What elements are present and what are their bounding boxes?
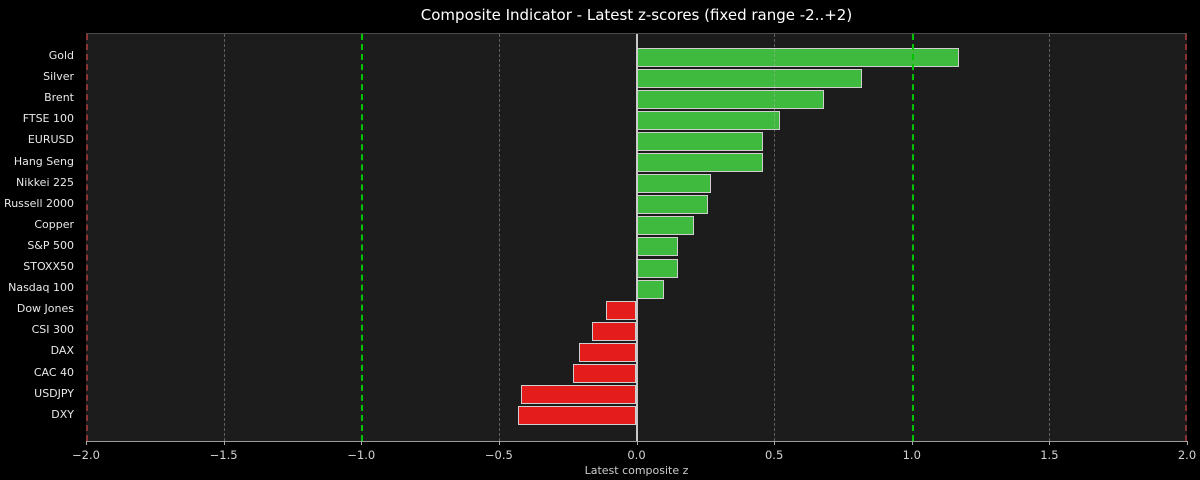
gridline--0.5 — [498, 34, 500, 441]
y-label-nikkei-225: Nikkei 225 — [16, 175, 74, 189]
bar-usdjpy — [520, 385, 637, 405]
y-label-copper: Copper — [34, 217, 74, 231]
bar-copper — [636, 216, 695, 236]
y-label-russell-2000: Russell 2000 — [4, 196, 74, 210]
x-tickmark-1.5 — [1049, 441, 1051, 445]
x-tickmark--0.5 — [498, 441, 500, 445]
y-label-hang-seng: Hang Seng — [13, 154, 74, 168]
y-label-dxy: DXY — [51, 407, 74, 421]
y-label-csi-300: CSI 300 — [31, 323, 74, 337]
x-axis-ticks: −2.0 −1.5 −1.0 −0.5 0.0 0.5 1.0 1.5 2.0 — [72, 440, 1196, 480]
x-tickmark--1 — [361, 441, 363, 445]
bar-cac-40 — [573, 364, 637, 383]
x-ticklabel-0.5: 0.5 — [764, 448, 784, 462]
green-threshold-line-1 — [911, 34, 914, 441]
y-label-nasdaq-100: Nasdaq 100 — [8, 281, 74, 295]
gridline--1.5 — [223, 34, 225, 441]
chart-title: Composite Indicator - Latest z-scores (f… — [420, 6, 853, 24]
y-label-gold: Gold — [48, 49, 74, 62]
red-threshold-line--2 — [86, 34, 88, 441]
x-ticklabel-1: 1.0 — [902, 448, 921, 462]
bar-hang-seng — [636, 153, 764, 172]
y-axis-labels: Gold Silver Brent FTSE 100 EURUSD Hang Seng Ni… — [0, 33, 80, 440]
bar-ftse-100 — [636, 110, 780, 130]
x-ticklabel--0.5: −0.5 — [484, 448, 513, 462]
y-label-ftse-100: FTSE 100 — [22, 112, 74, 126]
green-threshold-line--1 — [361, 34, 364, 441]
x-ticklabel-1.5: 1.5 — [1040, 448, 1059, 462]
x-ticklabel--2: −2.0 — [72, 448, 100, 462]
y-label-brent: Brent — [44, 91, 74, 105]
x-ticklabel--1: −1.0 — [347, 448, 376, 462]
gridline-0.5 — [774, 34, 776, 441]
bar-dax — [578, 342, 637, 362]
x-ticklabel-0: 0.0 — [627, 448, 646, 462]
bar-dow-jones — [606, 300, 637, 320]
y-label-eurusd: EURUSD — [27, 133, 74, 147]
bar-s-p-500 — [636, 237, 678, 257]
bar-nasdaq-100 — [636, 279, 665, 299]
gridline-1.5 — [1049, 34, 1051, 441]
bar-brent — [636, 89, 824, 109]
red-threshold-line-2 — [1185, 34, 1187, 441]
y-label-stoxx50: STOXX50 — [23, 260, 74, 273]
x-ticklabel-2: 2.0 — [1177, 448, 1197, 462]
bar-stoxx50 — [636, 258, 678, 278]
x-tickmark-1 — [911, 441, 913, 445]
y-label-dow-jones: Dow Jones — [16, 302, 74, 316]
y-label-usdjpy: USDJPY — [34, 386, 74, 400]
y-label-cac-40: CAC 40 — [33, 365, 74, 379]
x-tickmark-2 — [1187, 441, 1188, 445]
x-axis-label: Latest composite z — [584, 464, 689, 477]
plot-area — [86, 33, 1187, 442]
y-label-silver: Silver — [43, 70, 74, 84]
bar-csi-300 — [592, 321, 637, 341]
x-ticklabel--1.5: −1.5 — [209, 448, 238, 462]
x-tickmark-0.5 — [774, 441, 776, 445]
x-tickmark--1.5 — [223, 441, 225, 445]
x-tickmark--2 — [86, 441, 87, 445]
y-label-dax: DAX — [50, 344, 74, 358]
bar-eurusd — [636, 131, 764, 151]
x-tickmark-0 — [636, 441, 638, 445]
bar-dxy — [518, 406, 637, 426]
bar-nikkei-225 — [636, 174, 711, 194]
y-label-s-p-500: S&P 500 — [27, 238, 74, 252]
bar-russell-2000 — [636, 195, 709, 215]
bar-silver — [636, 68, 863, 88]
bar-gold — [636, 47, 959, 67]
